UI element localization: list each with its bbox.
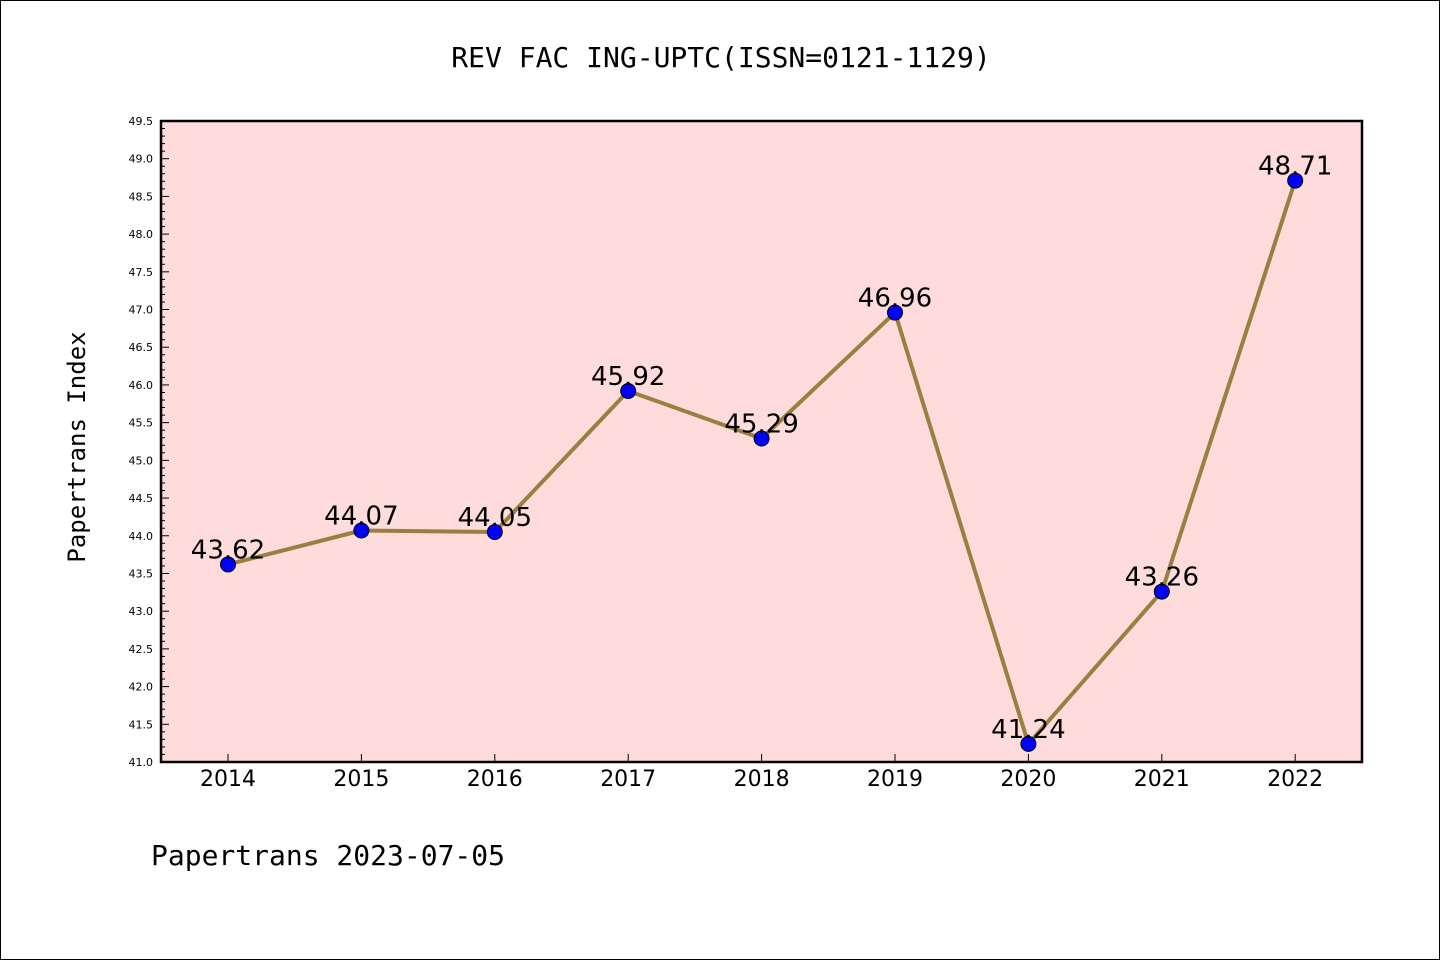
footer-text: Papertrans 2023-07-05: [151, 839, 505, 872]
y-tick-label: 44.0: [129, 530, 154, 543]
y-tick-label: 45.0: [129, 454, 154, 467]
plot-frame: [159, 119, 1364, 764]
y-tick-label: 46.5: [129, 341, 154, 354]
x-axis: 2014 2015 2016 2017 2018 2019 2020 2021 2022: [200, 754, 1323, 792]
data-points: [220, 172, 1304, 752]
data-point: [1153, 583, 1170, 600]
y-tick-label: 43.5: [129, 567, 154, 580]
y-tick-label: 42.0: [129, 681, 154, 694]
x-tick-label: 2022: [1267, 767, 1323, 792]
data-point: [887, 304, 903, 321]
data-point: [753, 430, 770, 447]
y-tick-label: 41.5: [129, 718, 154, 731]
data-point: [220, 556, 236, 573]
y-tick-label: 41.0: [129, 756, 154, 769]
y-axis: 41.0 41.5 42.0 42.5 43.0 43.5 44.0 44.5 45.0 45.5…: [129, 115, 169, 769]
x-tick-label: 2016: [467, 767, 523, 792]
x-tick-label: 2020: [1000, 767, 1056, 792]
x-tick-label: 2015: [333, 767, 389, 792]
y-tick-label: 47.5: [129, 266, 154, 279]
data-label: 43.62: [191, 535, 265, 565]
data-label: 45.92: [591, 362, 665, 392]
y-tick-label: 49.5: [129, 115, 154, 128]
x-tick-label: 2014: [200, 767, 256, 792]
data-labels: 43.62 44.07 44.05 45.92 45.29 46.96 41.24 43.26…: [191, 152, 1333, 745]
chart-title: REV FAC ING-UPTC(ISSN=0121-1129): [451, 41, 990, 74]
y-tick-label: 48.0: [129, 228, 154, 241]
y-tick-label: 49.0: [129, 153, 154, 166]
data-point: [1020, 735, 1037, 752]
y-tick-label: 43.0: [129, 605, 154, 618]
y-tick-label: 44.5: [129, 492, 154, 505]
data-point: [1287, 172, 1304, 189]
y-tick-label: 48.5: [129, 190, 154, 203]
y-tick-label: 42.5: [129, 643, 154, 656]
x-tick-label: 2021: [1134, 767, 1190, 792]
y-axis-label: Papertrans Index: [63, 331, 91, 562]
x-tick-label: 2017: [600, 767, 656, 792]
data-point: [486, 523, 503, 540]
data-label: 48.71: [1258, 152, 1332, 182]
y-tick-label: 47.0: [129, 304, 154, 317]
data-label: 43.26: [1125, 563, 1199, 593]
data-label: 46.96: [858, 284, 932, 314]
y-tick-label: 45.5: [129, 417, 154, 430]
x-tick-label: 2018: [734, 767, 790, 792]
data-point: [620, 382, 637, 399]
data-label: 41.24: [991, 715, 1065, 745]
data-label: 45.29: [724, 409, 798, 439]
x-tick-label: 2019: [867, 767, 923, 792]
data-label: 44.07: [324, 501, 398, 531]
data-point: [353, 522, 370, 539]
y-tick-label: 46.0: [129, 379, 154, 392]
data-label: 44.05: [458, 503, 532, 533]
